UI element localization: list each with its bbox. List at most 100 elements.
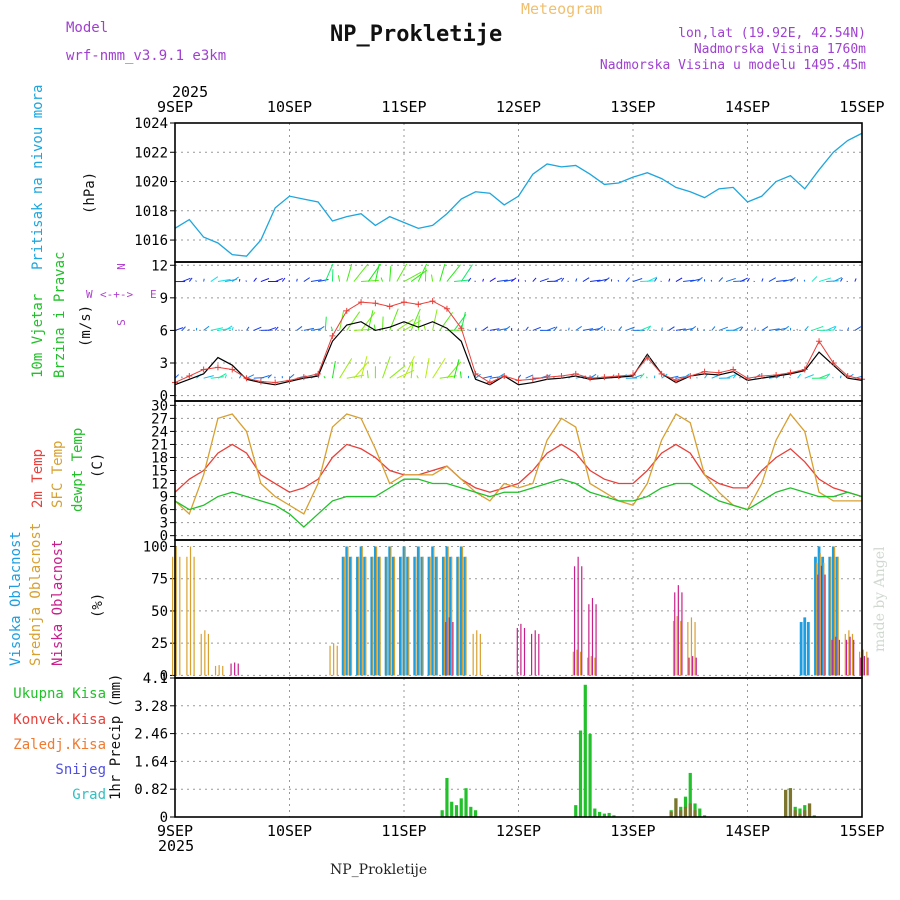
- wind-barb: [596, 326, 604, 331]
- wind-barb: [324, 263, 334, 282]
- wind-gust-mark: [644, 354, 651, 361]
- wind-barb: [267, 327, 277, 331]
- precip-conv-bar: [674, 798, 678, 817]
- wind-barb: [825, 373, 830, 379]
- wind-gust-mark: [816, 338, 823, 345]
- wind-barb: [796, 328, 799, 331]
- wind-barb: [553, 326, 558, 331]
- cloud-high-bar: [399, 556, 402, 676]
- wind-barb: [733, 280, 745, 283]
- wind-barb: [718, 326, 728, 331]
- cloud-high-bar: [420, 556, 424, 676]
- coords-text: lon,lat (19.92E, 42.54N): [678, 26, 866, 41]
- x-tick-label-top: 11SEP: [381, 98, 426, 116]
- wind-barb: [424, 358, 430, 379]
- wind-barb: [783, 278, 794, 283]
- wind-compass: N W <-+-> E S: [86, 262, 158, 326]
- wind-barb: [739, 326, 744, 331]
- cloud-high-bar: [373, 546, 377, 676]
- cloud-high-bar: [413, 556, 417, 676]
- wind-barb: [782, 375, 785, 379]
- wind-barb: [337, 275, 341, 282]
- precip-rain-bar: [598, 811, 602, 817]
- wind-barb: [833, 276, 843, 282]
- wind-gust-mark: [329, 332, 336, 339]
- wind-barb: [382, 316, 384, 331]
- precip-rain-bar: [583, 684, 587, 817]
- precip-rain-bar: [593, 808, 597, 817]
- wind-barb: [711, 326, 716, 331]
- wind-gust-mark: [243, 375, 250, 382]
- cloud-high-bar: [817, 546, 821, 676]
- wind-barb: [645, 376, 648, 379]
- cloud-high-bar: [803, 617, 807, 676]
- wind-barb: [310, 279, 322, 283]
- cloud-high-bar: [463, 556, 467, 676]
- wind-barb: [689, 325, 697, 331]
- y-tick-label: 1022: [134, 145, 168, 161]
- wind-barb: [768, 328, 780, 331]
- year-bottom: 2025: [158, 837, 195, 855]
- wind-gust-mark: [529, 376, 536, 383]
- wind-barb: [811, 325, 824, 331]
- wind-barb: [181, 326, 186, 331]
- wind-barb: [739, 376, 741, 379]
- wind-barb: [803, 279, 806, 282]
- wind-barb: [246, 326, 250, 331]
- precip-rain-bar: [574, 805, 578, 817]
- precip-conv-bar: [679, 810, 683, 817]
- wind-barb: [589, 373, 597, 379]
- wind-barb: [740, 277, 748, 282]
- wind-barb: [496, 279, 508, 283]
- wind-gust-mark: [773, 371, 780, 378]
- precip-rain-bar: [798, 808, 802, 817]
- precip-conv-bar: [803, 810, 807, 817]
- wind-barb: [560, 329, 562, 331]
- wind-barb: [374, 263, 380, 282]
- y-tick-label: 75: [151, 572, 168, 588]
- wind-barb: [396, 318, 414, 331]
- wind-barb: [589, 328, 601, 331]
- wind-barb: [854, 326, 862, 331]
- app-title: Meteogram: [521, 0, 603, 18]
- wind-gust-mark: [572, 370, 579, 377]
- precip-conv-bar: [807, 803, 812, 817]
- cloud-high-bar: [431, 546, 435, 676]
- y-tick-label: 4.1: [143, 671, 168, 687]
- cloud-high-bar: [814, 556, 817, 676]
- wind-gust-mark: [558, 373, 565, 380]
- wind-barb: [840, 375, 842, 379]
- panel-frame: [174, 122, 863, 263]
- wind-barb: [789, 376, 791, 379]
- y-tick-label: 0: [160, 668, 168, 684]
- precip-rain-bar: [469, 806, 473, 817]
- compass-w: W: [86, 288, 93, 301]
- wind-barb: [210, 327, 224, 331]
- cloud-high-bar: [434, 556, 438, 676]
- wind-barb: [675, 277, 683, 282]
- precip-conv-bar: [793, 810, 797, 817]
- cloud-high-bar: [835, 556, 839, 676]
- wind-barb: [188, 328, 190, 331]
- wind-gust-mark: [386, 303, 393, 310]
- wind-barb: [797, 373, 802, 379]
- x-tick-label-bottom: 15SEP: [839, 822, 884, 840]
- wind-barb: [632, 278, 643, 283]
- wind-barb: [217, 373, 227, 379]
- wind-barb: [238, 329, 240, 331]
- cloud-high-bar: [456, 556, 460, 676]
- model-altitude-text: Nadmorska Visina u modelu 1495.45m: [599, 58, 866, 73]
- wind-barb: [589, 279, 601, 283]
- x-tick-label-top: 15SEP: [839, 98, 884, 116]
- wind-barb: [253, 326, 262, 331]
- wind-barb: [832, 376, 834, 379]
- wind-barb: [416, 375, 419, 379]
- wind-barb: [360, 312, 376, 331]
- y-tick-label: 100: [143, 539, 168, 555]
- wind-gust-mark: [272, 379, 279, 386]
- wind-gust-mark: [315, 370, 322, 377]
- wind-gust-mark: [672, 377, 679, 384]
- y-tick-label: 25: [151, 636, 168, 652]
- wind-barb: [582, 277, 590, 282]
- precip-rain-bar: [578, 730, 583, 817]
